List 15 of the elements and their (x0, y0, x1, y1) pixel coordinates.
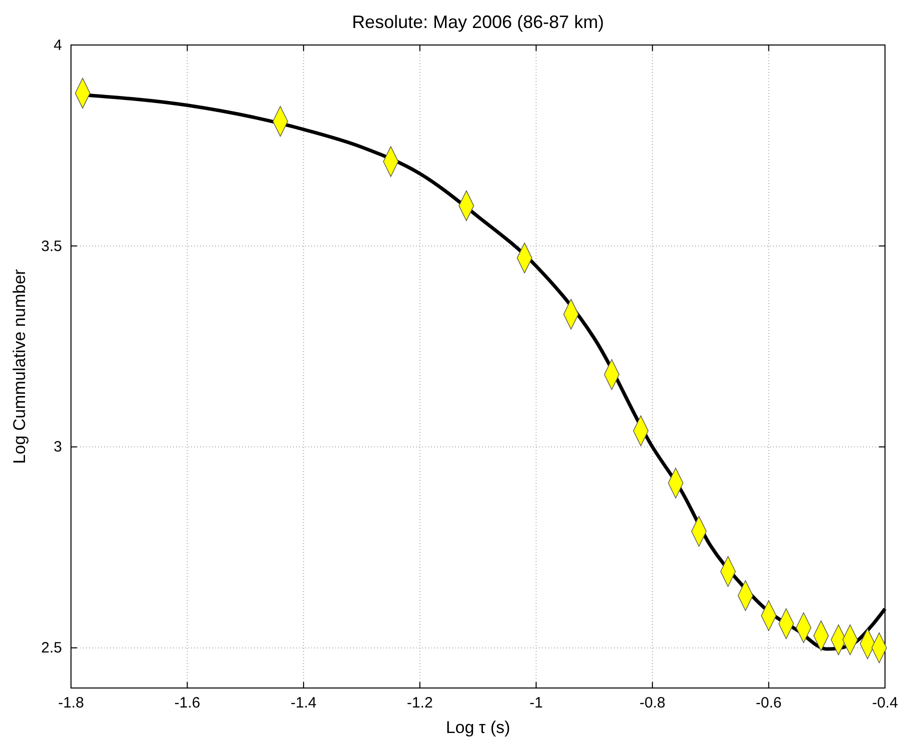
x-tick-label: -1.6 (174, 694, 200, 712)
x-tick-label: -0.8 (640, 694, 666, 712)
y-tick-label: 3 (54, 438, 62, 456)
x-tick-label: -1 (529, 694, 543, 712)
x-tick-label: -1.2 (406, 694, 433, 712)
y-tick-label: 2.5 (41, 640, 62, 657)
x-tick-label: -1.8 (58, 694, 84, 712)
y-tick-label: 4 (54, 36, 62, 54)
x-tick-label: -0.6 (756, 694, 782, 712)
y-axis-title: Log Cummulative number (10, 268, 29, 464)
x-tick-label: -1.4 (290, 694, 316, 712)
y-tick-label: 3.5 (41, 238, 62, 255)
x-tick-label: -0.4 (872, 694, 898, 712)
x-axis-title: Log τ (s) (446, 718, 510, 737)
chart-title: Resolute: May 2006 (86-87 km) (352, 12, 604, 32)
